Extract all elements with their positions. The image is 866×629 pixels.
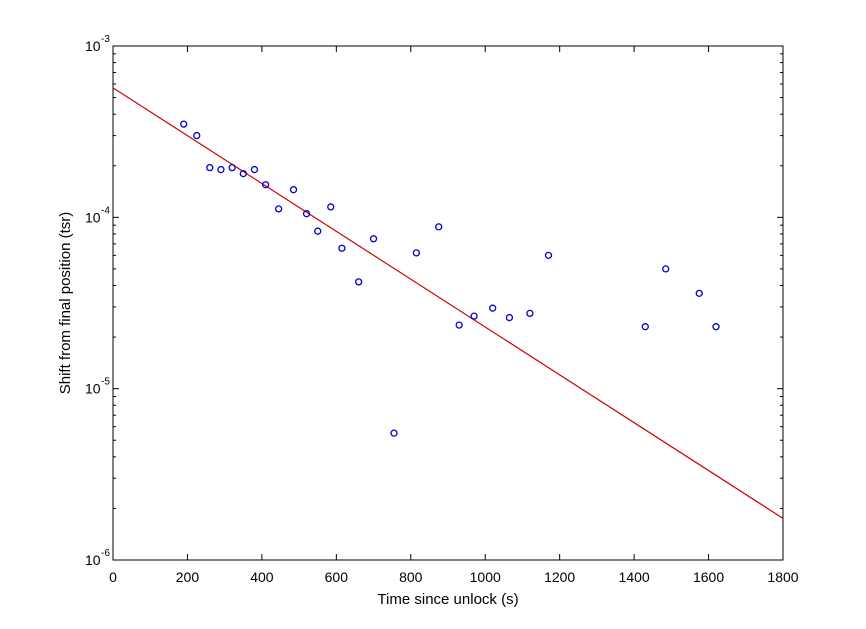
data-point bbox=[489, 304, 497, 312]
x-tick-label: 600 bbox=[325, 569, 349, 585]
data-point bbox=[217, 165, 225, 174]
y-tick-label: 10 bbox=[85, 38, 101, 54]
data-point bbox=[239, 169, 247, 178]
x-tick-label: 1000 bbox=[470, 569, 501, 585]
data-point bbox=[180, 120, 188, 128]
data-point bbox=[641, 323, 649, 331]
y-tick-label: 10 bbox=[85, 381, 101, 397]
y-tick-label: 10 bbox=[85, 552, 101, 568]
y-tick-exponent: -5 bbox=[101, 377, 110, 388]
x-tick-label: 400 bbox=[250, 569, 274, 585]
y-axis-label: Shift from final position (tsr) bbox=[57, 212, 74, 395]
data-point bbox=[355, 278, 363, 286]
trend-line bbox=[112, 87, 784, 519]
data-point bbox=[289, 186, 298, 194]
plot-area bbox=[112, 45, 784, 561]
x-tick-label: 1400 bbox=[619, 569, 650, 585]
x-tick-label: 800 bbox=[399, 569, 423, 585]
data-point bbox=[412, 249, 421, 257]
y-tick-label: 10 bbox=[85, 209, 101, 225]
y-tick-exponent: -3 bbox=[101, 34, 110, 45]
x-tick-label: 1200 bbox=[544, 569, 575, 585]
x-tick-label: 1600 bbox=[693, 569, 724, 585]
data-point bbox=[369, 235, 378, 243]
data-points-layer bbox=[180, 120, 720, 437]
x-tick-label: 200 bbox=[176, 569, 200, 585]
data-point bbox=[302, 210, 311, 218]
data-point bbox=[193, 131, 201, 140]
data-point bbox=[544, 251, 553, 259]
trend-line-layer bbox=[112, 87, 784, 519]
y-tick-exponent: -4 bbox=[101, 205, 110, 216]
y-tick-exponent: -6 bbox=[101, 548, 110, 559]
x-tick-label: 1800 bbox=[767, 569, 798, 585]
data-point bbox=[455, 321, 463, 329]
data-point bbox=[390, 429, 398, 437]
data-point bbox=[314, 227, 322, 235]
y-axis-ticks: 10-610-510-410-3 bbox=[85, 34, 783, 568]
x-tick-label: 0 bbox=[109, 569, 117, 585]
data-point bbox=[274, 205, 283, 213]
data-point bbox=[250, 165, 259, 174]
data-point bbox=[712, 323, 720, 331]
data-point bbox=[327, 203, 335, 211]
data-point bbox=[526, 309, 534, 318]
data-point bbox=[695, 289, 703, 298]
data-point bbox=[470, 312, 478, 320]
data-point bbox=[338, 244, 346, 252]
data-point bbox=[206, 163, 214, 172]
data-point bbox=[662, 265, 670, 273]
data-point bbox=[435, 223, 443, 231]
data-point bbox=[505, 313, 514, 322]
data-point bbox=[261, 181, 270, 189]
x-axis-label: Time since unlock (s) bbox=[377, 591, 518, 608]
x-axis-ticks: 0 200 400 600 800 1000 1200 1400 1600 1800 bbox=[109, 46, 799, 585]
data-point bbox=[228, 163, 236, 172]
